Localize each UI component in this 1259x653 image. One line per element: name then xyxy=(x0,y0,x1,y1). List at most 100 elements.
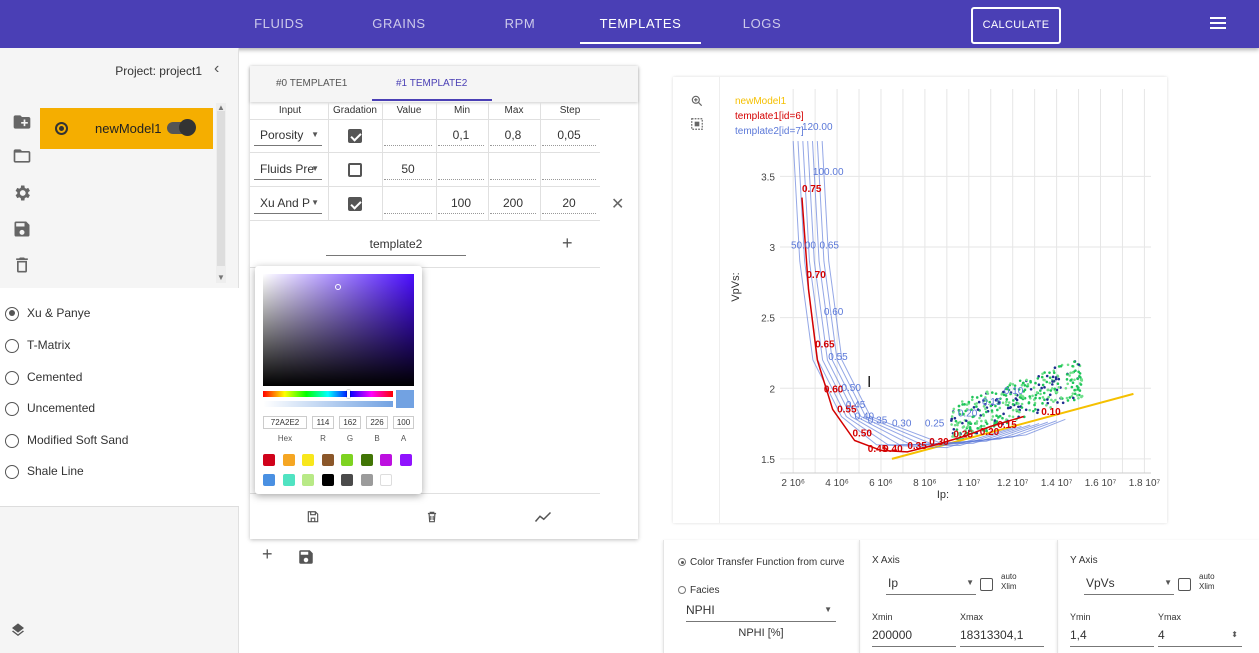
template-name-field[interactable]: template2 xyxy=(326,236,466,256)
color-swatch[interactable] xyxy=(302,454,314,466)
radio-icon[interactable] xyxy=(5,464,19,479)
input-select-xu-and-payne[interactable]: Xu And P ▼ xyxy=(254,192,322,214)
saturation-value-area[interactable] xyxy=(263,274,414,386)
a-input[interactable]: 100 xyxy=(393,416,414,429)
gear-icon[interactable] xyxy=(12,183,32,203)
model-option-uncemented[interactable]: Uncemented xyxy=(5,401,95,417)
scroll-down-icon[interactable]: ▼ xyxy=(217,273,225,282)
facies-option[interactable]: Facies xyxy=(678,585,719,596)
curve-select[interactable]: NPHI ▼ xyxy=(686,600,836,622)
color-swatch[interactable] xyxy=(380,474,392,486)
save-icon[interactable] xyxy=(12,219,32,239)
add-icon[interactable]: + xyxy=(562,233,573,253)
gradation-checkbox[interactable] xyxy=(348,197,362,211)
menu-icon[interactable] xyxy=(1210,17,1226,31)
rock-physics-chart[interactable]: 2 10⁶ 4 10⁶ 6 10⁶ 8 10⁶ 1 10⁷ 1.2 10⁷ 1.4 10⁷ 1… xyxy=(673,77,1167,523)
tab-templates[interactable]: TEMPLATES xyxy=(599,16,682,31)
max-field[interactable] xyxy=(490,158,536,180)
color-swatch[interactable] xyxy=(341,474,353,486)
value-field[interactable]: 50 xyxy=(384,158,432,180)
xmax-input[interactable]: 18313304,1 xyxy=(960,625,1044,647)
gradation-checkbox[interactable] xyxy=(348,163,362,177)
color-swatch[interactable] xyxy=(360,454,373,466)
max-field[interactable]: 0,8 xyxy=(490,124,536,146)
trash-icon[interactable] xyxy=(425,510,439,524)
color-swatch[interactable] xyxy=(321,474,334,486)
chart-line-icon[interactable] xyxy=(534,510,552,524)
scroll-thumb[interactable] xyxy=(217,111,225,266)
model-option-cemented[interactable]: Cemented xyxy=(5,370,82,386)
value-field[interactable] xyxy=(384,192,432,214)
tab-rpm[interactable]: RPM xyxy=(504,16,536,31)
color-swatch[interactable] xyxy=(302,474,314,486)
b-input[interactable]: 226 xyxy=(366,416,388,429)
hue-slider[interactable] xyxy=(263,390,393,398)
save-all-icon[interactable] xyxy=(297,548,315,566)
color-swatch[interactable] xyxy=(341,454,353,466)
model-option-xu-panye[interactable]: Xu & Panye xyxy=(5,306,90,322)
radio-icon[interactable] xyxy=(678,586,686,595)
input-select-porosity[interactable]: Porosity ▼ xyxy=(254,124,322,146)
layers-icon[interactable] xyxy=(10,622,26,638)
gradation-checkbox[interactable] xyxy=(348,129,362,143)
model-card[interactable]: newModel1 xyxy=(40,108,213,149)
scrollbar[interactable]: ▲ ▼ xyxy=(216,103,226,283)
radio-icon[interactable] xyxy=(5,401,19,416)
model-option-shale-line[interactable]: Shale Line xyxy=(5,464,84,480)
tab-logs[interactable]: LOGS xyxy=(742,16,782,31)
fit-view-icon[interactable] xyxy=(690,117,704,131)
hex-input[interactable]: 72A2E2 xyxy=(263,416,307,429)
min-field[interactable]: 100 xyxy=(438,192,484,214)
alpha-slider[interactable] xyxy=(263,401,393,407)
x-axis-select[interactable]: Ip ▼ xyxy=(886,573,976,595)
radio-icon[interactable] xyxy=(5,306,19,321)
color-swatch[interactable] xyxy=(360,474,373,486)
add-icon[interactable]: + xyxy=(262,544,273,564)
scroll-up-icon[interactable]: ▲ xyxy=(217,103,225,112)
calculate-button[interactable]: CALCULATE xyxy=(971,7,1061,44)
input-select-fluids[interactable]: Fluids Pre ▼ xyxy=(254,158,322,180)
model-option-modified-soft-sand[interactable]: Modified Soft Sand xyxy=(5,433,128,449)
step-field[interactable]: 0,05 xyxy=(542,124,596,146)
min-field[interactable]: 0,1 xyxy=(438,124,484,146)
radio-icon[interactable] xyxy=(5,433,19,448)
min-field[interactable] xyxy=(438,158,484,180)
tab-template2[interactable]: #1 TEMPLATE2 xyxy=(396,78,468,89)
step-field[interactable] xyxy=(542,158,596,180)
color-picker[interactable]: 72A2E2 114 162 226 100 Hex R G B A xyxy=(255,266,422,494)
tab-template1[interactable]: #0 TEMPLATE1 xyxy=(276,78,348,89)
y-auto-checkbox[interactable] xyxy=(1178,578,1191,591)
model-radio[interactable] xyxy=(55,122,68,135)
color-transfer-option[interactable]: Color Transfer Function from curve xyxy=(678,555,848,570)
color-swatch[interactable] xyxy=(282,454,295,466)
tab-fluids[interactable]: FLUIDS xyxy=(254,16,304,31)
zoom-in-icon[interactable] xyxy=(690,94,704,108)
open-folder-icon[interactable] xyxy=(12,146,32,166)
color-swatch[interactable] xyxy=(399,454,412,466)
save-icon[interactable] xyxy=(306,510,320,524)
xmin-input[interactable]: 200000 xyxy=(872,625,956,647)
g-input[interactable]: 162 xyxy=(339,416,361,429)
model-toggle[interactable] xyxy=(167,119,196,136)
model-option-t-matrix[interactable]: T-Matrix xyxy=(5,338,70,354)
color-swatch[interactable] xyxy=(380,454,392,466)
ymax-input[interactable]: 4 ⬍ xyxy=(1158,625,1242,647)
y-axis-select[interactable]: VpVs ▼ xyxy=(1084,573,1174,595)
radio-icon[interactable] xyxy=(678,558,686,567)
max-field[interactable]: 200 xyxy=(490,192,536,214)
trash-icon[interactable] xyxy=(12,255,32,275)
step-field[interactable]: 20 xyxy=(542,192,596,214)
radio-icon[interactable] xyxy=(5,370,19,385)
value-field[interactable] xyxy=(384,124,432,146)
radio-icon[interactable] xyxy=(5,338,19,353)
color-cursor[interactable] xyxy=(335,284,341,290)
color-swatch[interactable] xyxy=(282,474,295,486)
add-folder-icon[interactable] xyxy=(12,112,32,132)
ymin-input[interactable]: 1,4 xyxy=(1070,625,1154,647)
color-swatch[interactable] xyxy=(321,454,334,466)
x-auto-checkbox[interactable] xyxy=(980,578,993,591)
color-swatch[interactable] xyxy=(263,474,275,486)
close-icon[interactable]: ✕ xyxy=(611,196,625,213)
tab-grains[interactable]: GRAINS xyxy=(372,16,426,31)
hue-thumb[interactable] xyxy=(347,390,350,398)
